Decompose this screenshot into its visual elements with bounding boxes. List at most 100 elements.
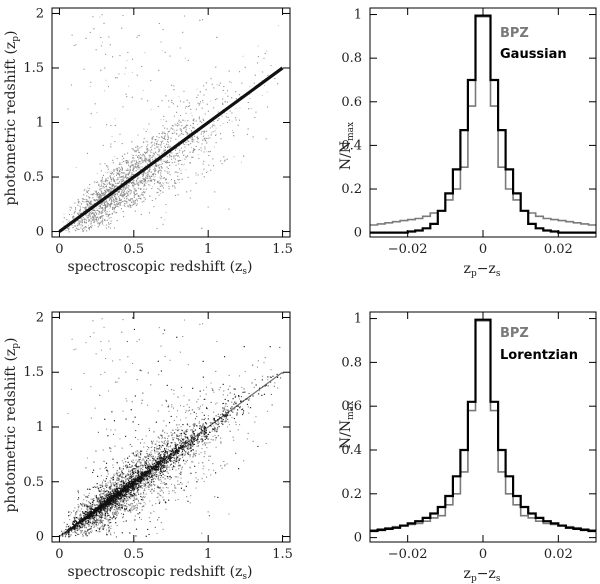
scatter-point	[98, 213, 100, 215]
scatter-point	[115, 174, 117, 176]
scatter-point	[150, 79, 152, 81]
scatter-point	[168, 188, 170, 190]
scatter-point	[98, 205, 100, 207]
scatter-point	[145, 180, 147, 182]
scatter-point	[114, 195, 116, 197]
scatter-point	[235, 108, 237, 110]
scatter-point	[137, 177, 139, 179]
scatter-point	[133, 150, 135, 152]
scatter-point	[129, 193, 131, 195]
scatter-point	[185, 156, 187, 158]
scatter-point	[102, 218, 104, 220]
scatter-point	[103, 224, 105, 226]
scatter-point	[146, 163, 148, 165]
scatter-point	[203, 119, 205, 121]
scatter-point	[163, 187, 165, 189]
scatter-point	[100, 184, 102, 186]
scatter-point	[116, 220, 118, 222]
scatter-point	[86, 152, 88, 154]
scatter-point	[223, 86, 225, 88]
scatter-point	[135, 190, 137, 192]
scatter-point	[136, 167, 138, 169]
scatter-point	[124, 187, 126, 189]
scatter-point	[99, 163, 101, 165]
scatter-point	[90, 223, 92, 225]
scatter-point	[92, 16, 94, 18]
scatter-point	[154, 142, 156, 144]
scatter-point	[202, 135, 204, 137]
scatter-point	[177, 194, 179, 196]
scatter-point	[110, 197, 112, 199]
scatter-point	[107, 222, 109, 224]
scatter-point	[129, 200, 131, 202]
scatter-point	[89, 211, 91, 213]
scatter-point	[98, 184, 100, 186]
scatter-point	[88, 214, 90, 216]
scatter-point	[123, 204, 125, 206]
scatter-point	[82, 217, 84, 219]
scatter-point	[214, 191, 216, 193]
scatter-point	[156, 143, 158, 145]
scatter-point	[73, 222, 75, 224]
scatter-point	[80, 206, 82, 208]
scatter-point	[144, 52, 146, 54]
scatter-point	[145, 159, 147, 161]
scatter-point	[114, 206, 116, 208]
scatter-point	[91, 211, 93, 213]
scatter-point	[88, 200, 90, 202]
scatter-point	[111, 183, 113, 185]
scatter-point	[79, 219, 81, 221]
scatter-point	[132, 185, 134, 187]
scatter-point	[247, 128, 249, 130]
scatter-point	[139, 154, 141, 156]
scatter-point	[89, 85, 91, 87]
scatter-point	[177, 148, 179, 150]
scatter-point	[126, 162, 128, 164]
scatter-point	[120, 173, 122, 175]
scatter-point	[126, 160, 128, 162]
scatter-point	[160, 166, 162, 168]
scatter-point	[78, 202, 80, 204]
scatter-point	[91, 204, 93, 206]
scatter-point	[160, 217, 162, 219]
scatter-point	[205, 137, 207, 139]
scatter-point	[143, 200, 145, 202]
scatter-point	[142, 194, 144, 196]
scatter-point	[115, 201, 117, 203]
scatter-point	[63, 225, 65, 227]
scatter-point	[86, 202, 88, 204]
scatter-point	[221, 163, 223, 165]
scatter-point	[101, 41, 103, 43]
scatter-point	[146, 176, 148, 178]
scatter-point	[158, 182, 160, 184]
scatter-point	[121, 195, 123, 197]
scatter-point	[90, 113, 92, 115]
scatter-point	[220, 133, 222, 135]
scatter-point	[178, 159, 180, 161]
scatter-point	[165, 182, 167, 184]
scatter-point	[132, 186, 134, 188]
scatter-point	[82, 198, 84, 200]
scatter-point	[110, 180, 112, 182]
scatter-point	[87, 192, 89, 194]
scatter-point	[145, 172, 147, 174]
scatter-point	[196, 141, 198, 143]
scatter-point	[164, 146, 166, 148]
scatter-point	[129, 167, 131, 169]
scatter-point	[86, 203, 88, 205]
scatter-point	[158, 133, 160, 135]
scatter-point	[107, 166, 109, 168]
scatter-point	[139, 166, 141, 168]
scatter-point	[135, 160, 137, 162]
scatter-point	[177, 175, 179, 177]
scatter-point	[125, 180, 127, 182]
scatter-point	[128, 191, 130, 193]
scatter-point	[122, 15, 124, 17]
scatter-point	[239, 71, 241, 73]
scatter-point	[186, 134, 188, 136]
scatter-point	[197, 124, 199, 126]
scatter-point	[175, 171, 177, 173]
scatter-point	[183, 154, 185, 156]
scatter-point	[249, 86, 251, 88]
scatter-point	[102, 212, 104, 214]
